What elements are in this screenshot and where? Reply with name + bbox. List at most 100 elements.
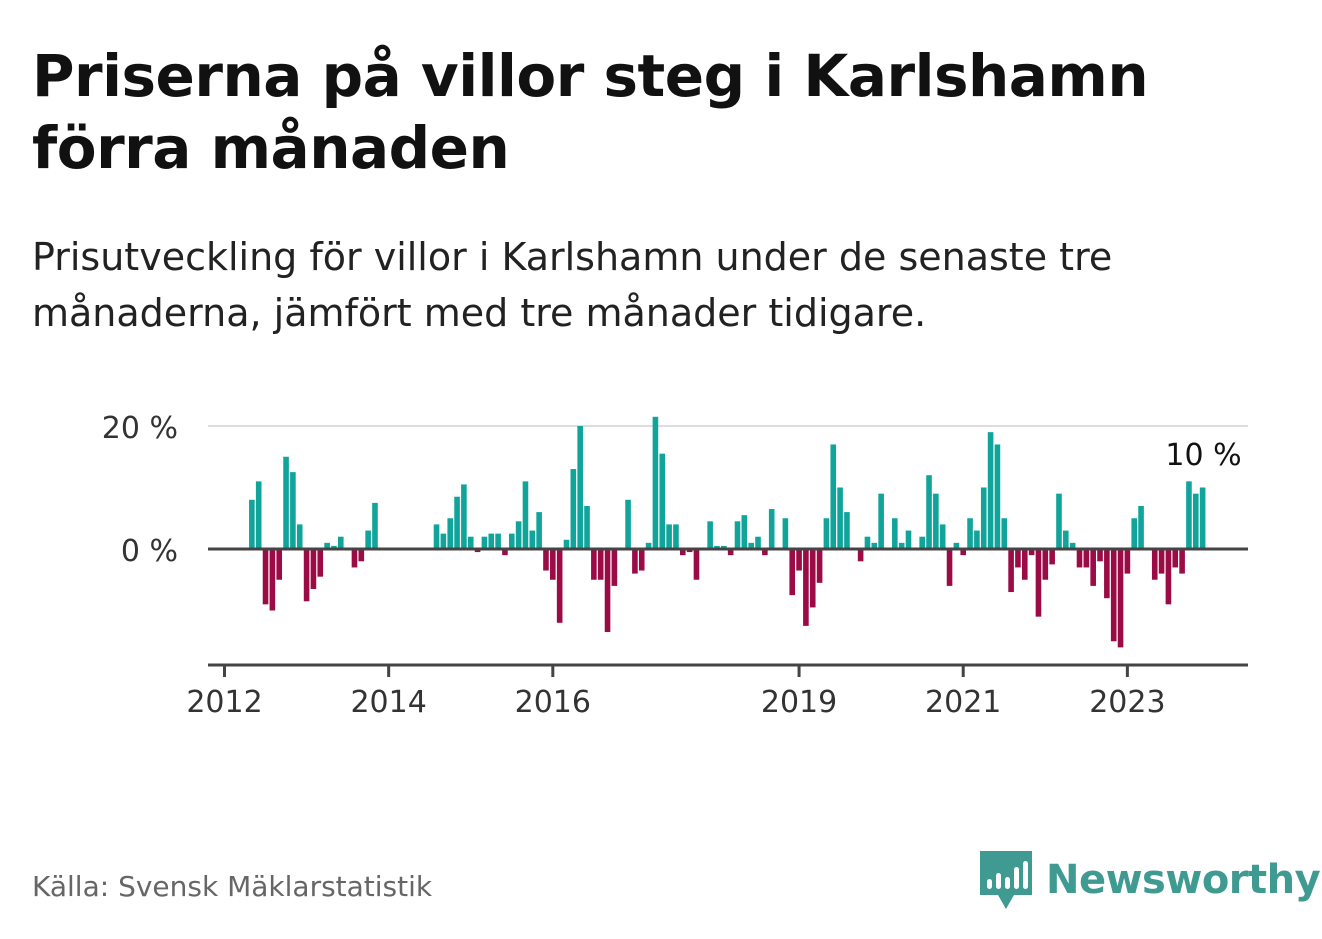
bar	[1151, 549, 1158, 580]
bar	[1199, 487, 1206, 549]
newsworthy-logo[interactable]: Newsworthy	[980, 850, 1321, 910]
x-tick-label: 2016	[515, 685, 591, 720]
bar	[550, 549, 556, 580]
last-value-label: 10 %	[1165, 438, 1241, 473]
bar	[980, 487, 987, 549]
bar	[433, 524, 440, 549]
bar	[994, 444, 1001, 549]
bar	[1090, 549, 1096, 586]
bar	[1165, 549, 1172, 605]
bar	[515, 521, 522, 549]
bar	[878, 493, 884, 549]
bar	[830, 444, 837, 549]
bar	[939, 524, 946, 549]
bar	[638, 549, 645, 571]
bar	[570, 469, 577, 549]
bar	[1192, 493, 1199, 549]
bar	[789, 549, 796, 596]
bar	[290, 472, 296, 550]
bar	[987, 432, 994, 549]
bar	[1138, 505, 1144, 549]
bar	[584, 505, 590, 549]
bar	[809, 549, 816, 608]
bar	[734, 521, 741, 549]
bar	[823, 518, 830, 549]
bar	[1015, 549, 1021, 568]
bar	[296, 524, 303, 549]
bar	[857, 549, 864, 562]
bar	[953, 542, 960, 549]
bar	[1110, 549, 1117, 642]
bar	[933, 493, 939, 549]
bar	[1021, 549, 1028, 580]
labels: 0 % 20 % 2012 2014 2016 2019 2021 2023 10 %	[102, 411, 1242, 720]
bar	[625, 499, 631, 549]
bar	[358, 549, 365, 562]
bar	[1186, 481, 1192, 549]
bar	[1001, 518, 1008, 549]
x-tick-label: 2019	[761, 685, 837, 720]
bar	[946, 549, 953, 586]
bar	[926, 475, 932, 549]
x-tick-label: 2021	[925, 685, 1001, 720]
bar	[1008, 549, 1014, 593]
bar	[303, 549, 310, 602]
bar	[522, 481, 529, 549]
bar	[324, 542, 330, 549]
chart-subtitle: Prisutveckling för villor i Karlshamn un…	[32, 235, 1113, 335]
bar	[686, 549, 693, 553]
bar	[1049, 549, 1055, 565]
bar-chart: 0 % 20 % 2012 2014 2016 2019 2021 2023 10 %	[102, 411, 1248, 720]
bar	[816, 549, 823, 583]
bar	[269, 549, 276, 611]
bar	[714, 545, 720, 550]
bar	[755, 536, 761, 549]
bar	[508, 533, 515, 550]
bar	[693, 549, 700, 580]
brand-name: Newsworthy	[1046, 857, 1321, 903]
bar	[276, 549, 283, 580]
bar	[673, 524, 679, 549]
bar	[803, 549, 809, 626]
bar	[864, 536, 871, 549]
bar	[967, 518, 973, 549]
bar	[645, 542, 652, 549]
bar	[768, 509, 775, 550]
bar	[591, 549, 597, 580]
bar	[461, 484, 467, 549]
bars	[249, 416, 1206, 648]
bar	[249, 499, 255, 549]
bar	[1069, 542, 1076, 549]
bar	[317, 549, 324, 577]
bar	[1028, 549, 1035, 556]
bar	[440, 533, 447, 550]
bar	[1042, 549, 1049, 580]
bar	[721, 545, 727, 550]
bar	[741, 515, 748, 550]
bar	[748, 542, 754, 549]
bar	[898, 542, 905, 549]
bar	[1131, 518, 1138, 549]
bar	[563, 539, 570, 550]
bar	[365, 530, 371, 549]
bar	[1158, 549, 1165, 574]
bar	[837, 487, 843, 549]
bar	[255, 481, 262, 549]
bar	[782, 518, 789, 549]
bar	[1076, 549, 1083, 568]
bar	[919, 536, 925, 549]
bar	[652, 416, 659, 549]
bar	[310, 549, 317, 589]
bar	[372, 502, 378, 550]
source-note: Källa: Svensk Mäklarstatistik	[32, 870, 433, 903]
bar	[659, 453, 666, 549]
bar	[283, 456, 289, 549]
bar	[666, 524, 672, 549]
bar	[1117, 549, 1124, 648]
bar	[727, 549, 734, 556]
bar	[1104, 549, 1110, 599]
bar	[844, 512, 850, 549]
bar	[679, 549, 686, 556]
bar	[337, 536, 344, 549]
bar	[262, 549, 269, 605]
